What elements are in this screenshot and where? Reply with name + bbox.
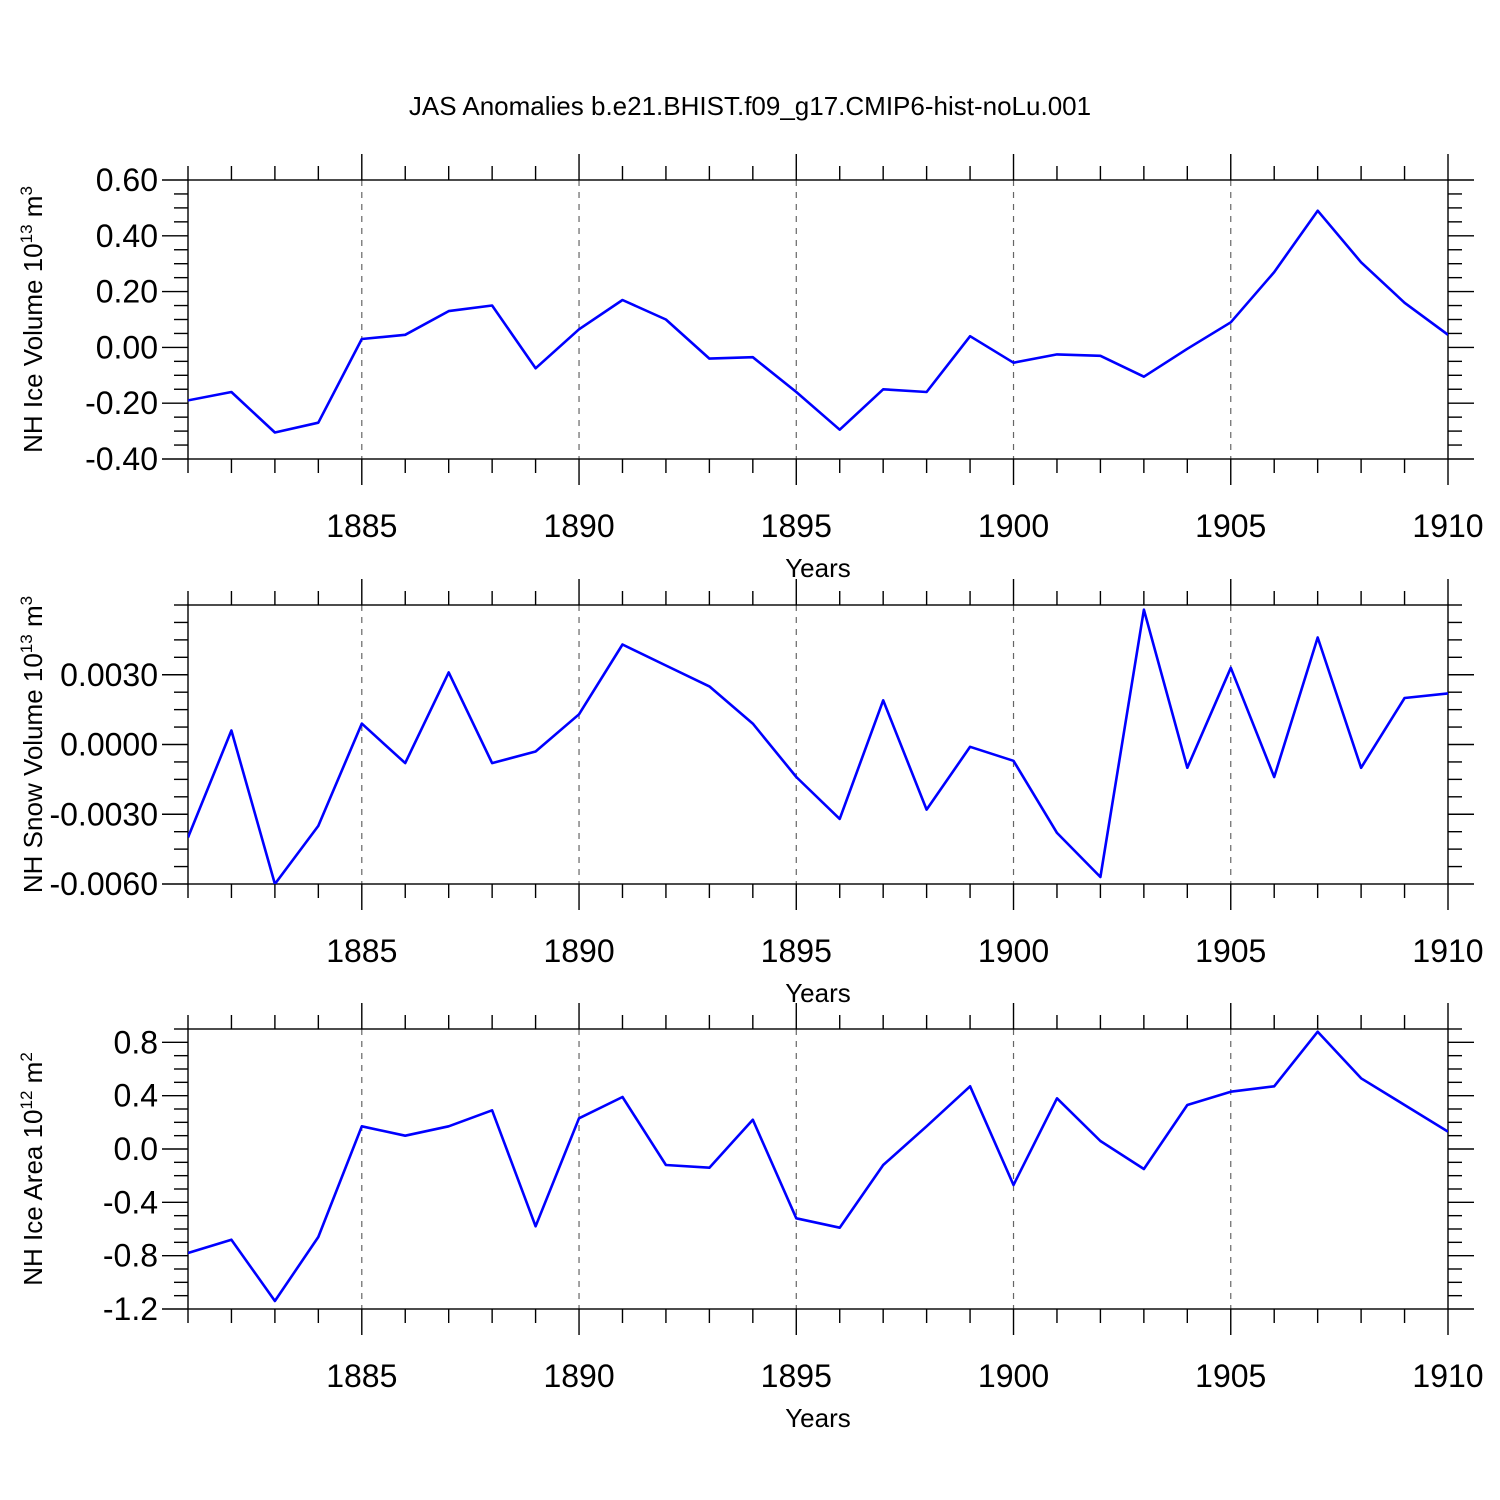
y-axis-label-unit: m xyxy=(18,1062,48,1091)
plot-frame xyxy=(187,604,1449,885)
x-tick-label: 1910 xyxy=(1412,1358,1483,1394)
y-tick-label: -0.8 xyxy=(103,1238,158,1274)
x-tick-label: 1885 xyxy=(326,508,397,544)
y-tick-label: 0.4 xyxy=(114,1078,158,1114)
chart-panel-1: -0.40 -0.20 0.00 0.20 0.40 0.60 1885 1890 1895 19… xyxy=(17,154,1484,583)
chart-panel-3: -1.2 -0.8 -0.4 0.0 0.4 0.8 1885 1890 1895 1900 190… xyxy=(17,1003,1484,1433)
x-tick-label: 1890 xyxy=(543,933,614,969)
x-axis-label: Years xyxy=(785,553,851,583)
y-tick-label: -0.4 xyxy=(103,1184,158,1220)
y-tick-label: -0.0030 xyxy=(49,796,158,832)
y-tick-label: -0.40 xyxy=(85,441,158,477)
x-tick-label: 1890 xyxy=(543,1358,614,1394)
y-axis-label-unit-exponent: 3 xyxy=(17,596,36,605)
y-tick-label: -1.2 xyxy=(103,1291,158,1327)
y-axis-label-text: NH Ice Volume 10 xyxy=(18,243,48,453)
x-tick-label: 1890 xyxy=(543,508,614,544)
x-tick-label: 1905 xyxy=(1195,508,1266,544)
y-tick-label: 0.0000 xyxy=(60,727,158,763)
x-tick-label: 1900 xyxy=(978,1358,1049,1394)
plot-frame xyxy=(187,1028,1449,1310)
x-tick-label: 1910 xyxy=(1412,933,1483,969)
y-axis-label-text: NH Ice Area 10 xyxy=(18,1109,48,1285)
y-axis-label-exponent: 13 xyxy=(17,634,36,653)
x-tick-label: 1905 xyxy=(1195,1358,1266,1394)
x-tick-label: 1900 xyxy=(978,508,1049,544)
y-tick-label: 0.0030 xyxy=(60,657,158,693)
y-axis-label: NH Ice Volume 1013 m3 xyxy=(17,186,48,453)
y-axis-label-text: NH Snow Volume 10 xyxy=(18,653,48,893)
y-tick-label: 0.0 xyxy=(114,1131,158,1167)
x-tick-label: 1885 xyxy=(326,1358,397,1394)
y-axis-label: NH Snow Volume 1013 m3 xyxy=(17,596,48,893)
y-axis-label-exponent: 13 xyxy=(17,224,36,243)
series-line xyxy=(188,209,1448,434)
panels-container: -0.40 -0.20 0.00 0.20 0.40 0.60 1885 1890 1895 19… xyxy=(17,154,1484,1433)
plot-frame xyxy=(187,179,1449,460)
x-tick-label: 1905 xyxy=(1195,933,1266,969)
y-tick-label: 0.40 xyxy=(96,218,158,254)
y-tick-label: 0.20 xyxy=(96,274,158,310)
y-axis-label-exponent: 12 xyxy=(17,1091,36,1110)
x-tick-label: 1895 xyxy=(761,933,832,969)
series-line xyxy=(188,608,1448,884)
x-axis-label: Years xyxy=(785,1403,851,1433)
y-tick-label: 0.00 xyxy=(96,329,158,365)
x-tick-label: 1885 xyxy=(326,933,397,969)
figure-title: JAS Anomalies b.e21.BHIST.f09_g17.CMIP6-… xyxy=(409,91,1091,121)
y-axis-label-unit: m xyxy=(18,196,48,225)
y-tick-label: -0.20 xyxy=(85,385,158,421)
y-tick-label: 0.60 xyxy=(96,162,158,198)
y-axis-label-unit: m xyxy=(18,605,48,634)
x-tick-label: 1895 xyxy=(761,1358,832,1394)
y-tick-label: 0.8 xyxy=(114,1024,158,1060)
chart-panel-2: -0.0060 -0.0030 0.0000 0.0030 1885 1890 1895 19… xyxy=(17,579,1484,1008)
series-line xyxy=(188,1030,1448,1303)
y-axis-label: NH Ice Area 1012 m2 xyxy=(17,1052,48,1286)
x-tick-label: 1900 xyxy=(978,933,1049,969)
y-axis-label-unit-exponent: 2 xyxy=(17,1052,36,1061)
x-axis-label: Years xyxy=(785,978,851,1008)
x-tick-label: 1895 xyxy=(761,508,832,544)
x-tick-label: 1910 xyxy=(1412,508,1483,544)
y-axis-label-unit-exponent: 3 xyxy=(17,186,36,195)
y-tick-label: -0.0060 xyxy=(49,866,158,902)
